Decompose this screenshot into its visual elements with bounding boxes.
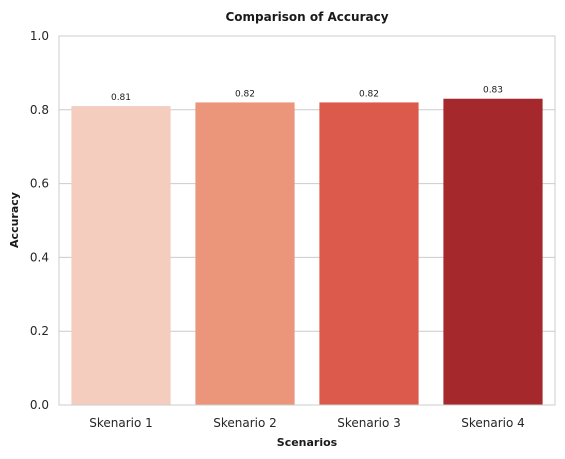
- x-axis-label: Scenarios: [277, 436, 338, 449]
- data-label: 0.82: [359, 89, 379, 99]
- y-tick-label: 0.4: [30, 250, 49, 264]
- plot-frame: [58, 35, 556, 406]
- y-tick-label: 1.0: [30, 29, 49, 43]
- y-tick-labels: 0.0 0.2 0.4 0.6 0.8 1.0: [30, 29, 49, 412]
- bar-1: [71, 106, 171, 406]
- data-labels: 0.81 0.82 0.82 0.83: [111, 86, 503, 103]
- y-tick-label: 0.0: [30, 398, 49, 412]
- bars: [71, 98, 543, 406]
- data-label: 0.81: [111, 93, 131, 103]
- bar-2: [195, 102, 295, 406]
- y-axis-label: Accuracy: [8, 192, 21, 248]
- y-tick-label: 0.2: [30, 324, 49, 338]
- y-tick-label: 0.8: [30, 103, 49, 117]
- chart-title: Comparison of Accuracy: [225, 10, 388, 24]
- data-label: 0.83: [483, 86, 503, 96]
- x-tick-label: Skenario 1: [89, 416, 153, 430]
- x-tick-labels: Skenario 1 Skenario 2 Skenario 3 Skenario 4: [89, 416, 525, 430]
- data-label: 0.82: [235, 89, 255, 99]
- bar-3: [319, 102, 419, 406]
- bar-4: [443, 98, 543, 405]
- x-tick-label: Skenario 2: [213, 416, 277, 430]
- x-tick-label: Skenario 3: [337, 416, 401, 430]
- x-tick-label: Skenario 4: [461, 416, 525, 430]
- y-tick-label: 0.6: [30, 177, 49, 191]
